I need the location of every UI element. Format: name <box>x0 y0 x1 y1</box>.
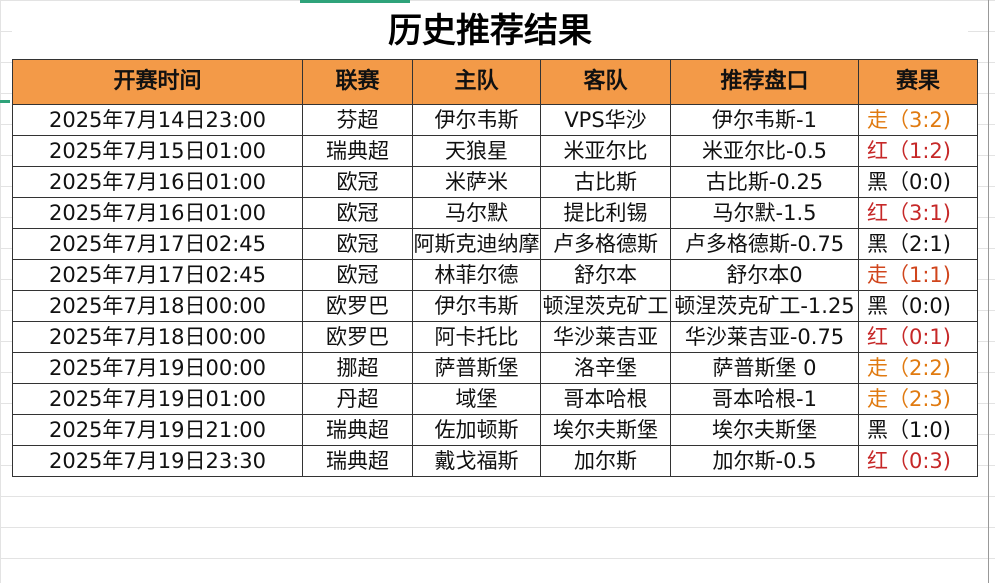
away-team-cell[interactable]: 提比利锡 <box>540 197 671 229</box>
result-cell[interactable]: 黑（2:1) <box>858 228 978 260</box>
result-cell[interactable]: 红（0:1) <box>858 321 978 353</box>
league-cell[interactable]: 芬超 <box>302 104 413 136</box>
kickoff-time-cell[interactable]: 2025年7月18日00:00 <box>12 321 303 353</box>
league-cell[interactable]: 欧冠 <box>302 259 413 291</box>
header-league[interactable]: 联赛 <box>302 59 413 105</box>
header-away-team[interactable]: 客队 <box>540 59 671 105</box>
table-row: 2025年7月17日02:45 欧冠 林菲尔德 舒尔本 舒尔本0 走（1:1) <box>12 259 978 291</box>
header-home-team[interactable]: 主队 <box>412 59 541 105</box>
result-cell[interactable]: 走（2:3) <box>858 383 978 415</box>
home-team-cell[interactable]: 伊尔韦斯 <box>412 290 541 322</box>
recommended-line-cell[interactable]: 伊尔韦斯-1 <box>670 104 859 136</box>
header-row: 开赛时间 联赛 主队 客队 推荐盘口 赛果 <box>12 59 978 105</box>
result-cell[interactable]: 走（1:1) <box>858 259 978 291</box>
home-team-cell[interactable]: 阿斯克迪纳摩 <box>412 228 541 260</box>
recommended-line-cell[interactable]: 华沙莱吉亚-0.75 <box>670 321 859 353</box>
kickoff-time-cell[interactable]: 2025年7月14日23:00 <box>12 104 303 136</box>
recommended-line-cell[interactable]: 舒尔本0 <box>670 259 859 291</box>
sheet-title[interactable]: 历史推荐结果 <box>12 4 968 59</box>
kickoff-time-cell[interactable]: 2025年7月15日01:00 <box>12 135 303 167</box>
kickoff-time-cell[interactable]: 2025年7月19日21:00 <box>12 414 303 446</box>
row-selection-indicator <box>0 100 10 103</box>
away-team-cell[interactable]: 舒尔本 <box>540 259 671 291</box>
recommended-line-cell[interactable]: 顿涅茨克矿工-1.25 <box>670 290 859 322</box>
recommended-line-cell[interactable]: 加尔斯-0.5 <box>670 445 859 477</box>
home-team-cell[interactable]: 佐加顿斯 <box>412 414 541 446</box>
league-cell[interactable]: 瑞典超 <box>302 445 413 477</box>
table-row: 2025年7月19日01:00 丹超 域堡 哥本哈根 哥本哈根-1 走（2:3) <box>12 383 978 415</box>
result-cell[interactable]: 红（1:2) <box>858 135 978 167</box>
home-team-cell[interactable]: 阿卡托比 <box>412 321 541 353</box>
away-team-cell[interactable]: 哥本哈根 <box>540 383 671 415</box>
away-team-cell[interactable]: 古比斯 <box>540 166 671 198</box>
away-team-cell[interactable]: VPS华沙 <box>540 104 671 136</box>
result-cell[interactable]: 红（3:1) <box>858 197 978 229</box>
home-team-cell[interactable]: 戴戈福斯 <box>412 445 541 477</box>
result-cell[interactable]: 走（3:2) <box>858 104 978 136</box>
league-cell[interactable]: 瑞典超 <box>302 135 413 167</box>
column-selection-indicator <box>300 0 410 3</box>
league-cell[interactable]: 欧冠 <box>302 197 413 229</box>
header-result[interactable]: 赛果 <box>858 59 978 105</box>
table-row: 2025年7月16日01:00 欧冠 米萨米 古比斯 古比斯-0.25 黑（0:0) <box>12 166 978 198</box>
recommended-line-cell[interactable]: 哥本哈根-1 <box>670 383 859 415</box>
results-table: 开赛时间 联赛 主队 客队 推荐盘口 赛果 2025年7月14日23:00 芬超伊… <box>12 59 978 477</box>
away-team-cell[interactable]: 加尔斯 <box>540 445 671 477</box>
league-cell[interactable]: 欧罗巴 <box>302 290 413 322</box>
league-cell[interactable]: 欧冠 <box>302 166 413 198</box>
result-cell[interactable]: 黑（0:0) <box>858 290 978 322</box>
kickoff-time-cell[interactable]: 2025年7月17日02:45 <box>12 259 303 291</box>
table-row: 2025年7月18日00:00 欧罗巴 阿卡托比 华沙莱吉亚 华沙莱吉亚-0.75 红（0… <box>12 321 978 353</box>
result-cell[interactable]: 黑（0:0) <box>858 166 978 198</box>
home-team-cell[interactable]: 天狼星 <box>412 135 541 167</box>
result-cell[interactable]: 红（0:3) <box>858 445 978 477</box>
kickoff-time-cell[interactable]: 2025年7月19日01:00 <box>12 383 303 415</box>
recommended-line-cell[interactable]: 米亚尔比-0.5 <box>670 135 859 167</box>
away-team-cell[interactable]: 洛辛堡 <box>540 352 671 384</box>
home-team-cell[interactable]: 林菲尔德 <box>412 259 541 291</box>
away-team-cell[interactable]: 卢多格德斯 <box>540 228 671 260</box>
table-row: 2025年7月17日02:45 欧冠 阿斯克迪纳摩 卢多格德斯 卢多格德斯-0.75 黑（… <box>12 228 978 260</box>
kickoff-time-cell[interactable]: 2025年7月16日01:00 <box>12 166 303 198</box>
recommended-line-cell[interactable]: 埃尔夫斯堡 <box>670 414 859 446</box>
away-team-cell[interactable]: 埃尔夫斯堡 <box>540 414 671 446</box>
recommended-line-cell[interactable]: 卢多格德斯-0.75 <box>670 228 859 260</box>
league-cell[interactable]: 欧罗巴 <box>302 321 413 353</box>
recommended-line-cell[interactable]: 萨普斯堡 0 <box>670 352 859 384</box>
table-row: 2025年7月19日21:00 瑞典超 佐加顿斯 埃尔夫斯堡 埃尔夫斯堡 黑（1:0) <box>12 414 978 446</box>
league-cell[interactable]: 丹超 <box>302 383 413 415</box>
table-row: 2025年7月19日23:30 瑞典超 戴戈福斯 加尔斯 加尔斯-0.5 红（0:3) <box>12 445 978 477</box>
table-row: 2025年7月14日23:00 芬超 伊尔韦斯 VPS华沙 伊尔韦斯-1 走（3:2) <box>12 104 978 136</box>
home-team-cell[interactable]: 米萨米 <box>412 166 541 198</box>
kickoff-time-cell[interactable]: 2025年7月16日01:00 <box>12 197 303 229</box>
table-row: 2025年7月16日01:00 欧冠 马尔默 提比利锡 马尔默-1.5 红（3:1) <box>12 197 978 229</box>
league-cell[interactable]: 欧冠 <box>302 228 413 260</box>
away-team-cell[interactable]: 顿涅茨克矿工 <box>540 290 671 322</box>
table-row: 2025年7月19日00:00 挪超 萨普斯堡 洛辛堡 萨普斯堡 0 走（2:2) <box>12 352 978 384</box>
home-team-cell[interactable]: 伊尔韦斯 <box>412 104 541 136</box>
table-row: 2025年7月15日01:00 瑞典超 天狼星 米亚尔比 米亚尔比-0.5 红（1:2) <box>12 135 978 167</box>
table-row: 2025年7月18日00:00 欧罗巴 伊尔韦斯 顿涅茨克矿工 顿涅茨克矿工-1.25 黑… <box>12 290 978 322</box>
away-team-cell[interactable]: 米亚尔比 <box>540 135 671 167</box>
away-team-cell[interactable]: 华沙莱吉亚 <box>540 321 671 353</box>
result-cell[interactable]: 走（2:2) <box>858 352 978 384</box>
header-recommended-line[interactable]: 推荐盘口 <box>670 59 859 105</box>
home-team-cell[interactable]: 域堡 <box>412 383 541 415</box>
kickoff-time-cell[interactable]: 2025年7月17日02:45 <box>12 228 303 260</box>
kickoff-time-cell[interactable]: 2025年7月18日00:00 <box>12 290 303 322</box>
column-divider <box>988 0 989 583</box>
league-cell[interactable]: 瑞典超 <box>302 414 413 446</box>
result-cell[interactable]: 黑（1:0) <box>858 414 978 446</box>
recommended-line-cell[interactable]: 马尔默-1.5 <box>670 197 859 229</box>
home-team-cell[interactable]: 马尔默 <box>412 197 541 229</box>
kickoff-time-cell[interactable]: 2025年7月19日00:00 <box>12 352 303 384</box>
header-kickoff-time[interactable]: 开赛时间 <box>12 59 303 105</box>
recommended-line-cell[interactable]: 古比斯-0.25 <box>670 166 859 198</box>
home-team-cell[interactable]: 萨普斯堡 <box>412 352 541 384</box>
kickoff-time-cell[interactable]: 2025年7月19日23:30 <box>12 445 303 477</box>
league-cell[interactable]: 挪超 <box>302 352 413 384</box>
